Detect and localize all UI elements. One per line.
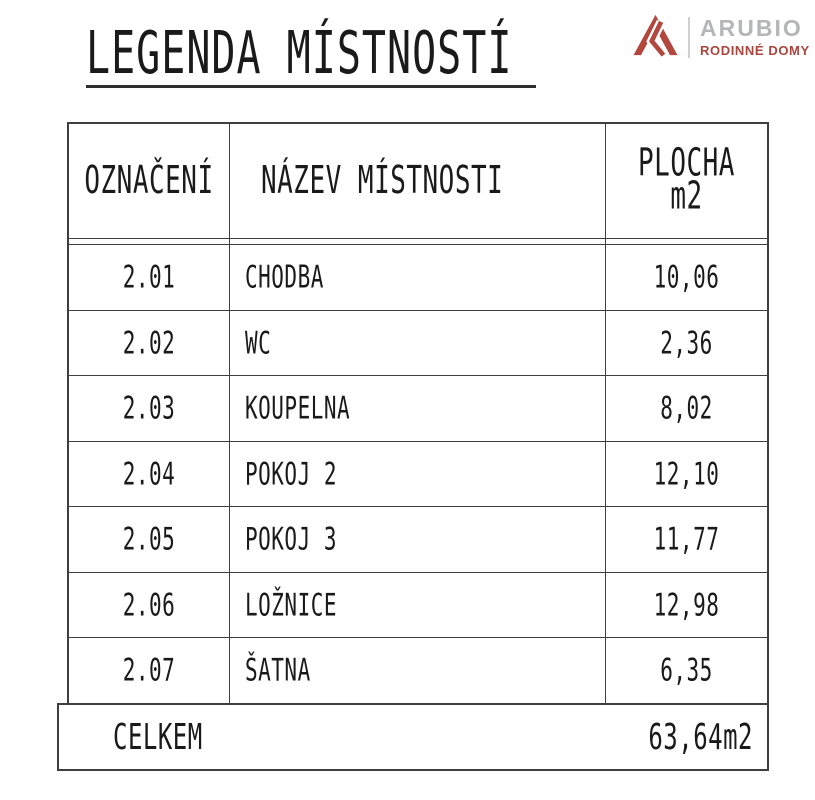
cell-plocha: 11,77: [606, 507, 767, 572]
cell-nazev: POKOJ 3: [230, 507, 606, 572]
room-area: 8,02: [660, 390, 713, 427]
logo-text-block: ARUBIO RODINNÉ DOMY: [700, 16, 810, 58]
room-area: 12,10: [653, 455, 720, 492]
arubio-logo: ARUBIO RODINNÉ DOMY: [632, 13, 810, 61]
logo-divider: [688, 16, 690, 58]
room-area: 11,77: [653, 521, 720, 558]
table-row: 2.07 ŠATNA 6,35: [69, 638, 767, 704]
header-plocha: PLOCHA m2: [606, 124, 767, 238]
page-title-block: LEGENDA MÍSTNOSTÍ: [86, 23, 536, 88]
room-name: POKOJ 3: [245, 521, 338, 558]
cell-nazev: CHODBA: [230, 245, 606, 310]
room-name: ŠATNA: [245, 652, 311, 689]
header-separator-strip: [69, 239, 767, 245]
cell-plocha: 12,10: [606, 442, 767, 507]
table-row: 2.06 LOŽNICE 12,98: [69, 572, 767, 638]
header-oznaceni-label: OZNAČENÍ: [84, 158, 214, 204]
room-legend-table: OZNAČENÍ NÁZEV MÍSTNOSTI PLOCHA m2 2.01 …: [67, 122, 769, 704]
spacer-cell: [606, 239, 767, 244]
cell-plocha: 12,98: [606, 573, 767, 638]
brand-name: ARUBIO: [700, 14, 803, 41]
room-name: WC: [245, 324, 272, 361]
room-id: 2.01: [122, 259, 176, 296]
room-name: POKOJ 2: [245, 455, 338, 492]
room-id: 2.05: [122, 521, 176, 558]
table-row: 2.01 CHODBA 10,06: [69, 245, 767, 311]
header-oznaceni: OZNAČENÍ: [69, 124, 230, 238]
table-footer-row: CELKEM 63,64m2: [57, 703, 769, 771]
room-id: 2.03: [122, 390, 176, 427]
cell-oznaceni: 2.06: [69, 572, 230, 637]
room-area: 10,06: [653, 259, 720, 296]
cell-plocha: 8,02: [606, 376, 767, 441]
cell-oznaceni: 2.02: [69, 310, 230, 375]
spacer-cell: [230, 239, 606, 244]
header-plocha-unit: m2: [670, 174, 703, 219]
table-row: 2.02 WC 2,36: [69, 310, 767, 376]
cell-plocha: 10,06: [606, 245, 767, 310]
cell-oznaceni: 2.01: [69, 245, 230, 310]
room-id: 2.02: [122, 324, 176, 361]
room-area: 6,35: [660, 652, 713, 689]
cell-nazev: WC: [230, 310, 606, 375]
brand-tagline: RODINNÉ DOMY: [700, 43, 810, 59]
room-name: LOŽNICE: [245, 586, 338, 623]
cell-nazev: LOŽNICE: [230, 572, 606, 637]
room-name: CHODBA: [245, 259, 324, 296]
table-body: 2.01 CHODBA 10,06 2.02 WC 2,36 2.03 KOUP…: [69, 245, 767, 704]
total-label: CELKEM: [113, 716, 203, 758]
room-id: 2.04: [122, 455, 176, 492]
room-id: 2.07: [122, 652, 176, 689]
room-area: 2,36: [660, 324, 713, 361]
arubio-a-mark-icon: [632, 13, 679, 61]
spacer-cell: [69, 239, 230, 244]
header-plocha-label: PLOCHA: [638, 141, 735, 186]
table-row: 2.04 POKOJ 2 12,10: [69, 441, 767, 507]
cell-nazev: POKOJ 2: [230, 441, 606, 506]
cell-plocha: 2,36: [606, 311, 767, 376]
header-nazev-label: NÁZEV MÍSTNOSTI: [261, 158, 504, 204]
table-row: 2.05 POKOJ 3 11,77: [69, 507, 767, 573]
cell-oznaceni: 2.05: [69, 507, 230, 572]
cell-nazev: ŠATNA: [230, 638, 606, 703]
table-row: 2.03 KOUPELNA 8,02: [69, 376, 767, 442]
room-id: 2.06: [122, 586, 176, 623]
page-title: LEGENDA MÍSTNOSTÍ: [86, 19, 513, 88]
cell-oznaceni: 2.04: [69, 441, 230, 506]
room-name: KOUPELNA: [245, 390, 351, 427]
cell-nazev: KOUPELNA: [230, 376, 606, 441]
table-header-row: OZNAČENÍ NÁZEV MÍSTNOSTI PLOCHA m2: [69, 124, 767, 239]
header-nazev: NÁZEV MÍSTNOSTI: [230, 124, 606, 238]
total-value: 63,64m2: [648, 716, 753, 758]
room-area: 12,98: [653, 586, 720, 623]
cell-plocha: 6,35: [606, 638, 767, 703]
cell-oznaceni: 2.03: [69, 376, 230, 441]
cell-oznaceni: 2.07: [69, 638, 230, 703]
